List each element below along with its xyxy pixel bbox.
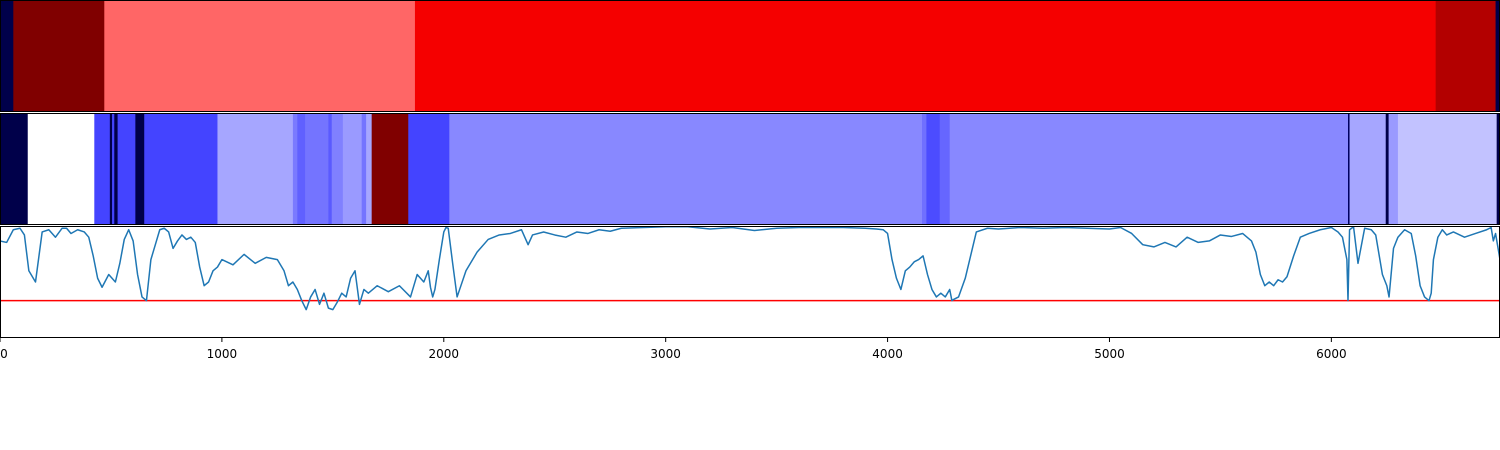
middle-bar-segment-5 bbox=[114, 113, 119, 225]
middle-bar-segment-16 bbox=[361, 113, 367, 225]
middle-bar-segment-13 bbox=[328, 113, 333, 225]
middle-bar-segment-26 bbox=[1349, 113, 1387, 225]
middle-bar-segment-29 bbox=[1397, 113, 1498, 225]
middle-bar-segment-28 bbox=[1388, 113, 1399, 225]
series-line-signal bbox=[0, 226, 1500, 311]
x-tick-label-4000: 4000 bbox=[872, 347, 903, 361]
top-bar-segment-3 bbox=[414, 0, 1437, 112]
middle-bar-segment-14 bbox=[331, 113, 344, 225]
x-tick-label-2000: 2000 bbox=[429, 347, 460, 361]
top-bar-segment-2 bbox=[104, 0, 416, 112]
middle-bar-segment-22 bbox=[926, 113, 941, 225]
middle-bar-segment-7 bbox=[135, 113, 145, 225]
middle-bar-segment-20 bbox=[449, 113, 923, 225]
middle-bar-segment-6 bbox=[117, 113, 136, 225]
middle-bar-segment-23 bbox=[939, 113, 951, 225]
middle-bar-segment-10 bbox=[292, 113, 298, 225]
middle-bar-segment-3 bbox=[109, 113, 113, 225]
x-tick-label-0: 0 bbox=[0, 347, 8, 361]
middle-bar-segment-17 bbox=[366, 113, 373, 225]
top-bar-segment-1 bbox=[13, 0, 105, 112]
middle-bar-segment-1 bbox=[27, 113, 95, 225]
x-tick-label-1000: 1000 bbox=[207, 347, 238, 361]
middle-bar-segment-8 bbox=[144, 113, 218, 225]
middle-bar-segment-30 bbox=[1496, 113, 1500, 225]
middle-bar-segment-25 bbox=[1348, 113, 1350, 225]
middle-bar-segment-21 bbox=[921, 113, 927, 225]
middle-bar-segment-12 bbox=[305, 113, 329, 225]
middle-bar-segment-15 bbox=[342, 113, 363, 225]
top-color-bar bbox=[0, 0, 1500, 112]
middle-bar-segment-18 bbox=[371, 113, 409, 225]
top-bar-segment-5 bbox=[1495, 0, 1500, 112]
middle-color-bar bbox=[0, 113, 1500, 225]
middle-bar-segment-19 bbox=[408, 113, 450, 225]
x-tick-label-6000: 6000 bbox=[1316, 347, 1347, 361]
middle-bar-segment-4 bbox=[112, 113, 115, 225]
line-plot-frame bbox=[0, 226, 1500, 338]
top-bar-segment-0 bbox=[0, 0, 14, 112]
middle-bar-segment-11 bbox=[297, 113, 306, 225]
x-axis: 0 1000 2000 3000 4000 5000 6000 bbox=[0, 338, 1347, 361]
x-tick-label-3000: 3000 bbox=[650, 347, 681, 361]
middle-bar-segment-0 bbox=[0, 113, 29, 225]
middle-bar-segment-2 bbox=[94, 113, 111, 225]
middle-bar-segment-24 bbox=[949, 113, 1349, 225]
line-plot-panel bbox=[0, 226, 1500, 311]
x-tick-label-5000: 5000 bbox=[1094, 347, 1125, 361]
middle-bar-segment-9 bbox=[217, 113, 294, 225]
middle-bar-segment-27 bbox=[1385, 113, 1389, 225]
top-bar-segment-4 bbox=[1435, 0, 1496, 112]
